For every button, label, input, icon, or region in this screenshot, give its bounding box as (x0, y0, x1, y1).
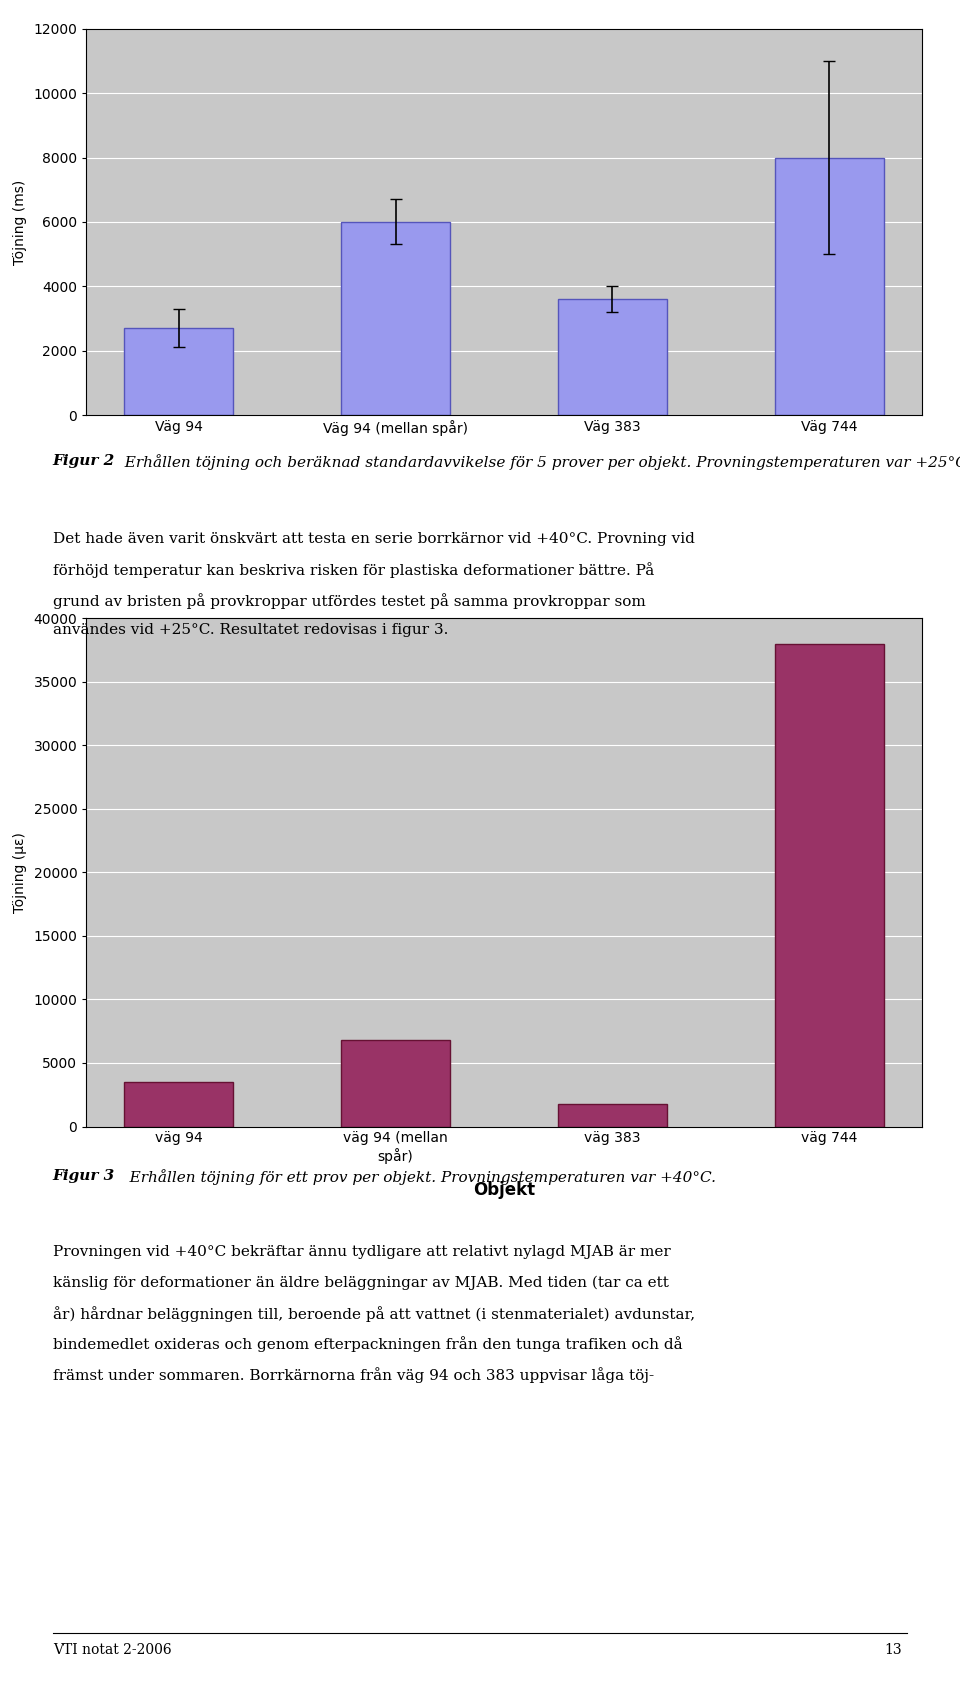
Bar (125, 329, 233, 415)
Text: bindemedlet oxideras och genom efterpackningen från den tunga trafiken och då: bindemedlet oxideras och genom efterpack… (53, 1337, 683, 1352)
Text: användes vid +25°C. Resultatet redovisas i figur 3.: användes vid +25°C. Resultatet redovisas… (53, 623, 448, 637)
Bar (125, 1082, 233, 1127)
Text: Erhållen töjning för ett prov per objekt. Provningstemperaturen var +40°C.: Erhållen töjning för ett prov per objekt… (115, 1169, 716, 1184)
Text: VTI notat 2-2006: VTI notat 2-2006 (53, 1643, 172, 1657)
Text: Provningen vid +40°C bekräftar ännu tydligare att relativt nylagd MJAB är mer: Provningen vid +40°C bekräftar ännu tydl… (53, 1245, 670, 1259)
Bar (775, 158, 883, 415)
Text: känslig för deformationer än äldre beläggningar av MJAB. Med tiden (tar ca ett: känslig för deformationer än äldre beläg… (53, 1276, 669, 1289)
Text: Erhållen töjning och beräknad standardavvikelse för 5 prover per objekt. Provnin: Erhållen töjning och beräknad standardav… (115, 454, 960, 469)
Text: främst under sommaren. Borrkärnorna från väg 94 och 383 uppvisar låga töj-: främst under sommaren. Borrkärnorna från… (53, 1367, 654, 1382)
X-axis label: Objekt: Objekt (473, 1181, 535, 1199)
Text: grund av bristen på provkroppar utfördes testet på samma provkroppar som: grund av bristen på provkroppar utfördes… (53, 593, 645, 608)
Text: Det hade även varit önskvärt att testa en serie borrkärnor vid +40°C. Provning v: Det hade även varit önskvärt att testa e… (53, 532, 695, 545)
Bar (558, 300, 666, 415)
Text: år) hårdnar beläggningen till, beroende på att vattnet (i stenmaterialet) avduns: år) hårdnar beläggningen till, beroende … (53, 1306, 695, 1321)
Text: 13: 13 (885, 1643, 902, 1657)
Text: Figur 2: Figur 2 (53, 454, 115, 468)
Text: förhöjd temperatur kan beskriva risken för plastiska deformationer bättre. På: förhöjd temperatur kan beskriva risken f… (53, 562, 654, 578)
Text: Figur 3: Figur 3 (53, 1169, 115, 1182)
Bar (775, 644, 883, 1127)
Bar (342, 1040, 450, 1127)
Bar (558, 1104, 666, 1127)
Y-axis label: Töjning (ms): Töjning (ms) (12, 180, 27, 264)
Y-axis label: Töjning (με): Töjning (με) (12, 832, 27, 913)
Bar (342, 222, 450, 415)
